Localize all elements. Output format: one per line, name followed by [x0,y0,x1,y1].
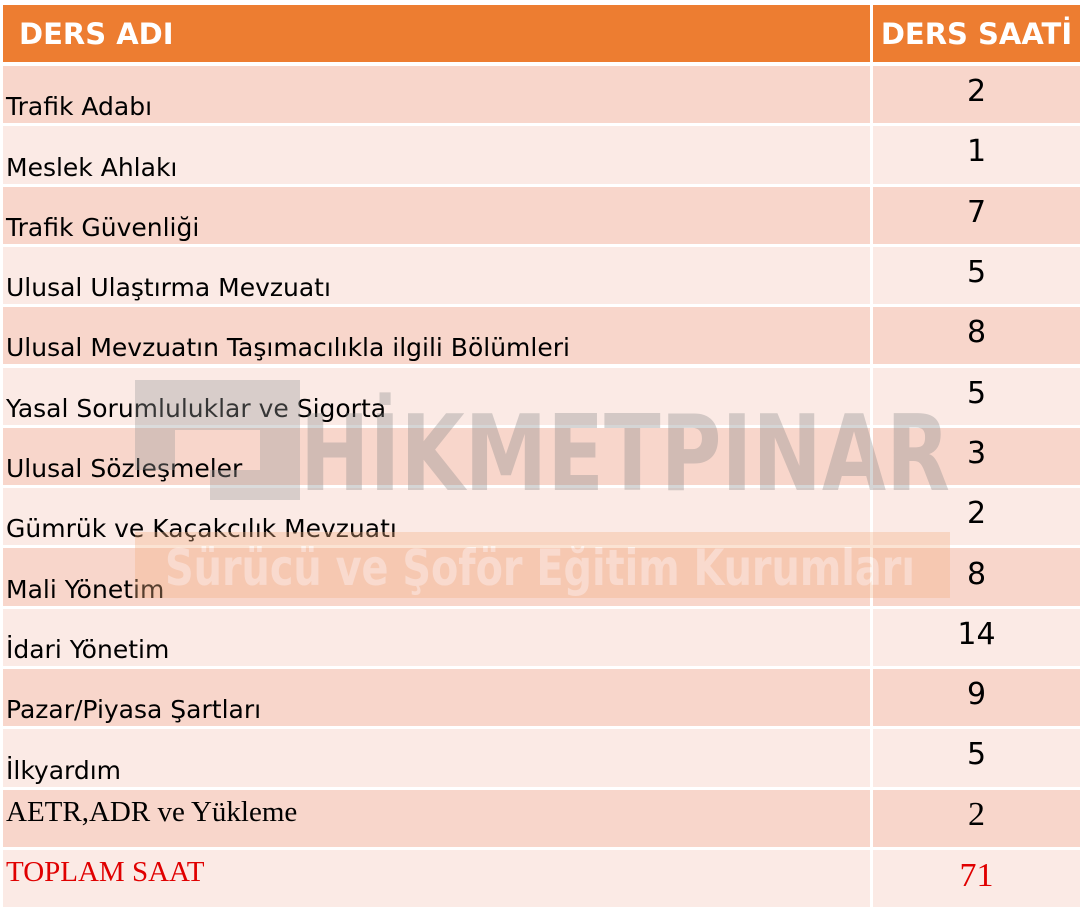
row-hours: 3 [873,427,1080,486]
row-hours: 7 [873,186,1080,244]
row-name: İdari Yönetim [3,608,870,666]
header-cell: DERS ADI [3,5,870,62]
row-hours: 5 [873,729,1080,787]
row-name: Ulusal Mevzuatın Taşımacılıkla ilgili Bö… [3,307,870,365]
total-label: TOPLAM SAAT [3,849,870,908]
row-hours: 2 [873,789,1080,847]
row-hours: 14 [873,608,1080,666]
header-cell: DERS SAATİ [873,5,1080,62]
row-hours: 5 [873,367,1080,425]
row-name: İlkyardım [3,729,870,787]
row-name: Gümrük ve Kaçakcılık Mevzuatı [3,488,870,546]
row-name: Mali Yönetim [3,548,870,606]
row-name: Ulusal Sözleşmeler [3,427,870,486]
row-name: Trafik Adabı [3,66,870,124]
row-name: Ulusal Ulaştırma Mevzuatı [3,246,870,305]
row-hours: 2 [873,66,1080,124]
row-hours: 9 [873,669,1080,727]
row-name: Pazar/Piyasa Şartları [3,669,870,727]
total-hours: 71 [873,849,1080,908]
row-hours: 8 [873,307,1080,365]
row-name: AETR,ADR ve Yükleme [3,789,870,847]
row-name: Trafik Güvenliği [3,186,870,244]
row-hours: 2 [873,488,1080,546]
row-hours: 1 [873,126,1080,184]
row-hours: 5 [873,246,1080,305]
row-name: Yasal Sorumluluklar ve Sigorta [3,367,870,425]
row-name: Meslek Ahlakı [3,126,870,184]
row-hours: 8 [873,548,1080,606]
